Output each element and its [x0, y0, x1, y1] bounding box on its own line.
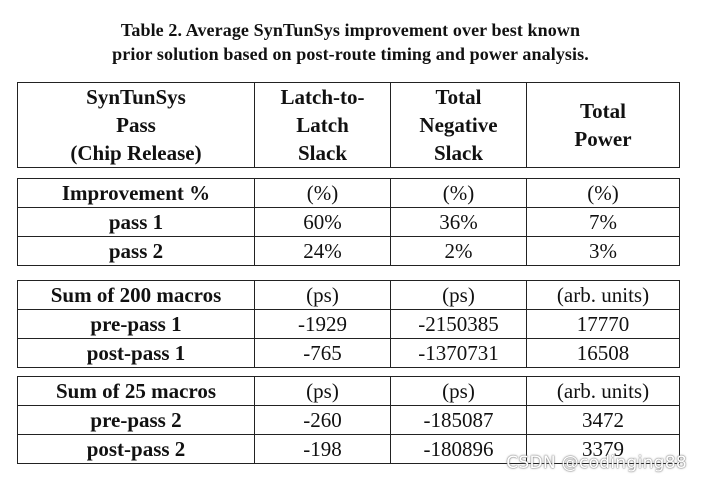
cell-power: 7%	[526, 207, 680, 237]
cell-power: 3472	[526, 405, 680, 435]
table-row: Improvement % (%) (%) (%)	[17, 178, 680, 208]
cell-tns: 36%	[390, 207, 527, 237]
caption-line-1: Table 2. Average SynTunSys improvement o…	[120, 20, 581, 40]
cell-tns: (ps)	[390, 376, 527, 406]
cell-tns: -1370731	[390, 338, 527, 368]
cell-tns: -185087	[390, 405, 527, 435]
header-tns-line-1: Total	[435, 85, 482, 109]
header-latch-slack: Latch-to- Latch Slack	[254, 82, 391, 168]
header-power-line-2: Power	[574, 127, 632, 151]
header-tns-line-2: Negative	[419, 113, 498, 137]
cell-latch-slack: (ps)	[254, 280, 391, 310]
table-header: SynTunSys Pass (Chip Release) Latch-to- …	[17, 82, 680, 168]
row-label: post-pass 1	[17, 338, 255, 368]
table-row: pre-pass 1 -1929 -2150385 17770	[17, 309, 680, 339]
cell-latch-slack: -198	[254, 434, 391, 464]
table-row: Sum of 200 macros (ps) (ps) (arb. units)	[17, 280, 680, 310]
table-row: pre-pass 2 -260 -185087 3472	[17, 405, 680, 435]
header-pass-line-3: (Chip Release)	[70, 141, 202, 165]
header-latch-line-3: Slack	[297, 141, 347, 165]
cell-tns: 2%	[390, 236, 527, 266]
table-row: post-pass 1 -765 -1370731 16508	[17, 338, 680, 368]
table-row: pass 1 60% 36% 7%	[17, 207, 680, 237]
row-label: pass 1	[17, 207, 255, 237]
section-sum-25-macros: Sum of 25 macros (ps) (ps) (arb. units) …	[17, 376, 680, 464]
cell-latch-slack: 24%	[254, 236, 391, 266]
header-pass-line-2: Pass	[116, 113, 156, 137]
caption-line-2: prior solution based on post-route timin…	[112, 44, 589, 64]
row-label: post-pass 2	[17, 434, 255, 464]
row-label: pre-pass 2	[17, 405, 255, 435]
header-pass-line-1: SynTunSys	[86, 85, 186, 109]
header-latch-line-2: Latch	[296, 113, 349, 137]
cell-latch-slack: 60%	[254, 207, 391, 237]
cell-tns: (%)	[390, 178, 527, 208]
table-row: pass 2 24% 2% 3%	[17, 236, 680, 266]
cell-power: 16508	[526, 338, 680, 368]
watermark-text: CSDN @codinging88	[506, 453, 687, 473]
cell-latch-slack: -260	[254, 405, 391, 435]
cell-tns: -180896	[390, 434, 527, 464]
cell-latch-slack: (ps)	[254, 376, 391, 406]
cell-power: 17770	[526, 309, 680, 339]
header-tns-line-3: Slack	[433, 141, 483, 165]
table-row: post-pass 2 -198 -180896 3379	[17, 434, 680, 464]
cell-tns: -2150385	[390, 309, 527, 339]
cell-latch-slack: -765	[254, 338, 391, 368]
row-label: pre-pass 1	[17, 309, 255, 339]
cell-latch-slack: (%)	[254, 178, 391, 208]
header-total-power: Total Power	[526, 82, 680, 168]
row-label: Sum of 25 macros	[17, 376, 255, 406]
cell-power: (arb. units)	[526, 376, 680, 406]
row-label: Improvement %	[17, 178, 255, 208]
header-total-negative-slack: Total Negative Slack	[390, 82, 527, 168]
cell-tns: (ps)	[390, 280, 527, 310]
section-sum-200-macros: Sum of 200 macros (ps) (ps) (arb. units)…	[17, 280, 680, 368]
cell-power: 3%	[526, 236, 680, 266]
cell-power: 3379	[526, 434, 680, 464]
header-latch-line-1: Latch-to-	[280, 85, 365, 109]
cell-latch-slack: -1929	[254, 309, 391, 339]
header-pass: SynTunSys Pass (Chip Release)	[17, 82, 255, 168]
table-row: Sum of 25 macros (ps) (ps) (arb. units)	[17, 376, 680, 406]
cell-power: (arb. units)	[526, 280, 680, 310]
header-power-line-1: Total	[580, 99, 626, 123]
row-label: pass 2	[17, 236, 255, 266]
row-label: Sum of 200 macros	[17, 280, 255, 310]
table-caption: Table 2. Average SynTunSys improvement o…	[0, 18, 701, 66]
cell-power: (%)	[526, 178, 680, 208]
section-improvement: Improvement % (%) (%) (%) pass 1 60% 36%…	[17, 178, 680, 266]
